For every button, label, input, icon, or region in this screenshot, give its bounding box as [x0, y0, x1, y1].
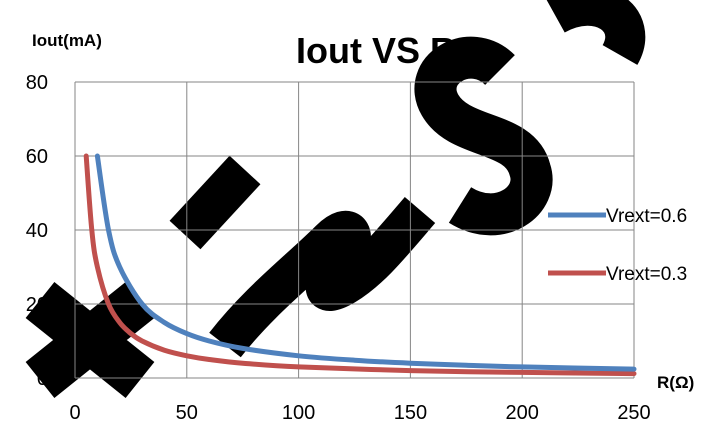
x-axis-title: R(Ω) [657, 373, 694, 392]
x-tick-label: 250 [617, 402, 650, 424]
legend: Vrext=0.6 Vrext=0.3 [548, 206, 687, 285]
y-tick-label: 40 [26, 220, 48, 242]
x-tick-label: 200 [506, 402, 539, 424]
x-tick-label: 50 [176, 402, 198, 424]
legend-label: Vrext=0.6 [606, 206, 687, 227]
x-tick-label: 150 [394, 402, 427, 424]
legend-label: Vrext=0.3 [606, 264, 687, 285]
chart-title: Iout VS R [296, 30, 456, 71]
series-layer [83, 153, 637, 377]
series-line-Vrext=0.3 [83, 153, 637, 377]
x-tick-label: 0 [69, 402, 80, 424]
y-tick-label: 60 [26, 146, 48, 168]
watermark [25, 0, 646, 398]
tick-labels: 0 20 40 60 80 0 50 100 150 200 250 [26, 72, 651, 424]
y-tick-label: 80 [26, 72, 48, 94]
x-tick-label: 100 [282, 402, 315, 424]
y-axis-title: Iout(mA) [32, 31, 102, 50]
series-line-Vrext=0.6 [94, 153, 637, 372]
y-tick-label: 0 [37, 368, 48, 390]
grid [74, 81, 635, 379]
y-tick-label: 20 [26, 294, 48, 316]
